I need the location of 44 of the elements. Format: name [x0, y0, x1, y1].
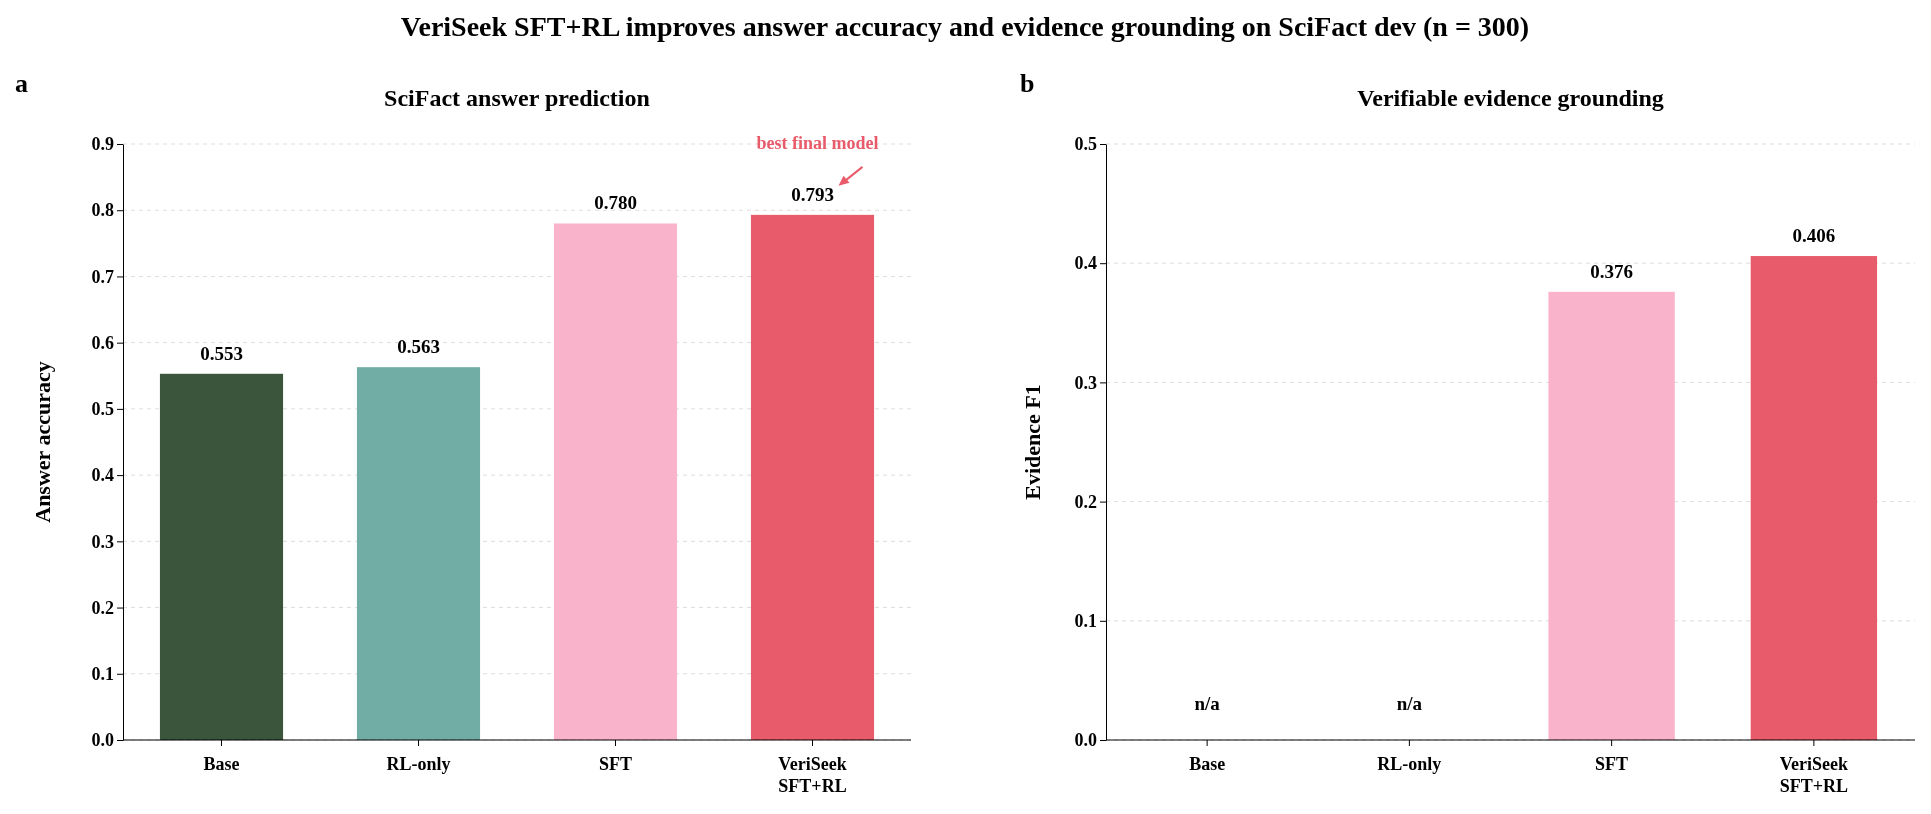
annotation: best final model: [756, 132, 879, 153]
chart-title: SciFact answer prediction: [384, 85, 650, 111]
data-label: 0.553: [200, 342, 243, 364]
text: b: [1020, 69, 1035, 98]
bar: [356, 367, 481, 740]
chart-title: Verifiable evidence grounding: [1357, 85, 1664, 111]
y-tick-label: 0.9: [91, 134, 114, 155]
y-tick-label: 0.7: [91, 266, 114, 287]
y-tick-label: 0.4: [1074, 253, 1097, 274]
bar: [750, 214, 875, 740]
x-tick-label: Base: [203, 754, 240, 774]
data-label: 0.780: [594, 192, 637, 214]
y-tick-label: 0.4: [91, 465, 114, 486]
y-tick-label: 0.1: [91, 664, 114, 685]
text: a: [15, 69, 28, 98]
data-label: 0.376: [1590, 260, 1633, 282]
y-tick-label: 0.1: [1074, 611, 1097, 632]
y-tick-label: 0.0: [1074, 730, 1097, 751]
x-tick-label: Base: [1189, 754, 1226, 774]
x-tick-label: VeriSeek SFT+RL: [1779, 754, 1849, 796]
y-tick-label: 0.5: [1074, 134, 1097, 155]
text: VeriSeek SFT+RL improves answer accuracy and evidence grounding on SciFact dev (n = 300): [400, 11, 1530, 42]
y-tick-label: 0.5: [91, 399, 114, 420]
y-tick-label: 0.2: [91, 597, 114, 618]
bar: [553, 223, 678, 740]
x-tick-label: SFT: [598, 754, 633, 774]
x-tick-label: RL-only: [386, 754, 451, 774]
y-tick-label: 0.8: [91, 200, 114, 221]
y-tick-label: 0.6: [91, 332, 114, 353]
x-tick-label: VeriSeek SFT+RL: [778, 754, 847, 796]
text: n/a: [1396, 693, 1423, 714]
y-axis-title: Evidence F1: [1020, 384, 1045, 500]
y-tick-label: 0.2: [1074, 491, 1097, 512]
y-tick-label: 0.0: [91, 730, 114, 751]
x-tick-label: RL-only: [1377, 754, 1442, 774]
y-axis-title: Answer accuracy: [30, 361, 55, 523]
data-label: 0.406: [1792, 225, 1836, 247]
y-tick-label: 0.3: [91, 531, 114, 552]
data-label: 0.793: [791, 183, 834, 205]
bar: [159, 373, 284, 740]
data-label: 0.563: [397, 336, 440, 358]
x-tick-label: SFT: [1595, 754, 1629, 774]
y-tick-label: 0.3: [1074, 372, 1097, 393]
text: n/a: [1194, 693, 1220, 714]
